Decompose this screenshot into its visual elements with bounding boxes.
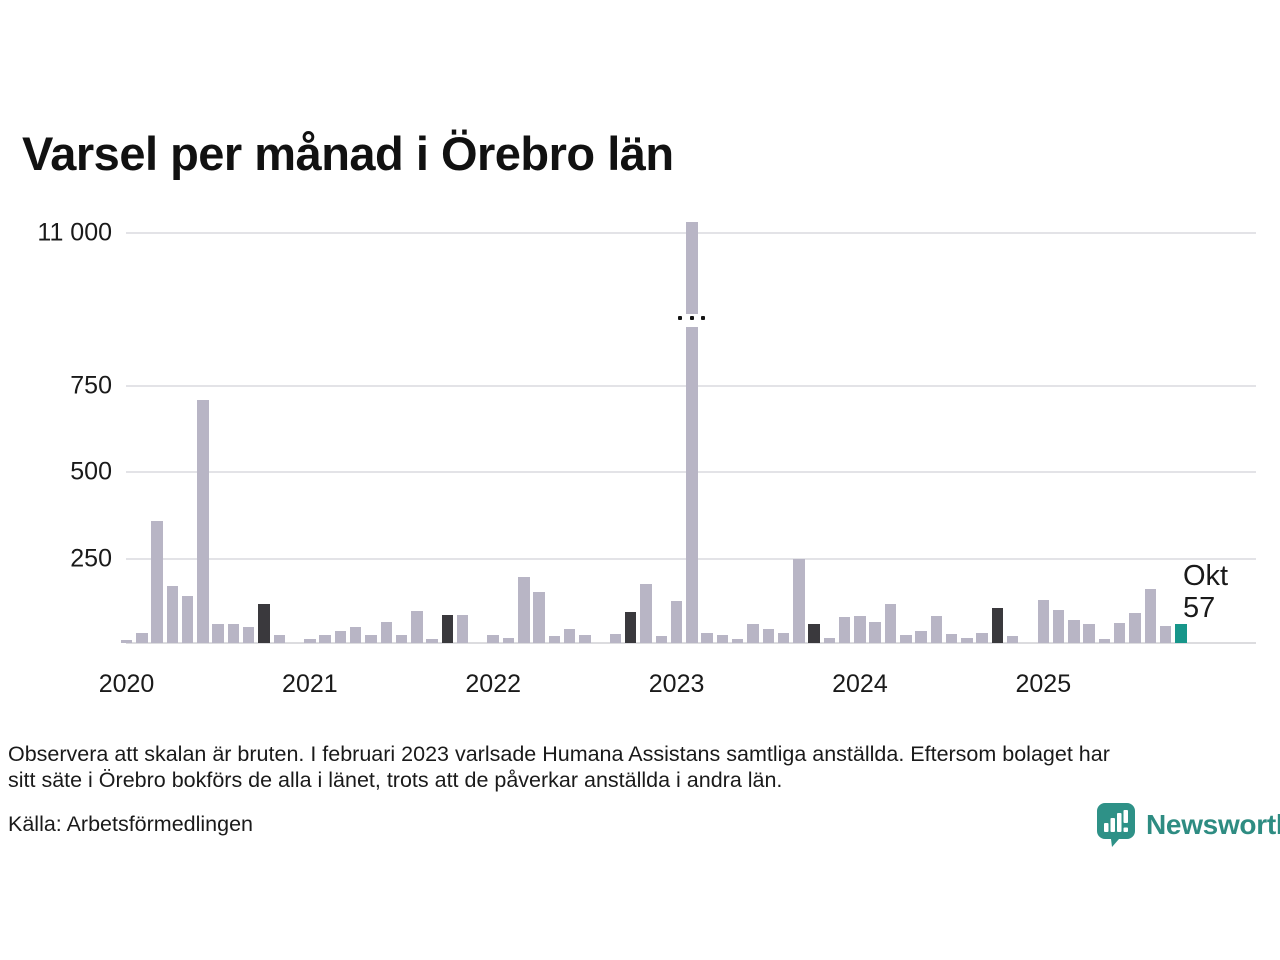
axis-break-dot (701, 315, 706, 320)
chart-title: Varsel per månad i Örebro län (22, 127, 674, 180)
x-axis-baseline (126, 642, 1256, 644)
current-month-annotation: Okt 57 (1183, 560, 1228, 624)
bar-2020-Aug (227, 624, 240, 643)
bar-2025-Maj (1098, 638, 1111, 643)
bar-2023-Aug (777, 632, 790, 643)
annotation-month-label: Okt (1183, 560, 1229, 592)
bar-2021-Feb (319, 634, 331, 643)
bar-2022-Jul (579, 634, 591, 643)
bar-2023-Mar (701, 632, 713, 643)
bar-2020-Nov (273, 634, 286, 643)
bar-2020-Jul (212, 624, 224, 643)
bar-2022-Nov (640, 583, 652, 643)
bar-2024-Sep (976, 632, 988, 643)
bar-2025-Mar (1068, 620, 1080, 643)
bar-2023-Feb-upper (686, 222, 698, 314)
bar-2024-Mar (884, 604, 897, 643)
y-tick-label: 11 000 (37, 218, 112, 247)
x-axis-year-label: 2024 (832, 670, 888, 698)
bar-2025-Aug (1144, 588, 1156, 643)
axis-break-dot (678, 315, 683, 320)
x-axis-year-label: 2021 (282, 670, 338, 698)
bar-2020-Apr (166, 585, 179, 643)
bar-2023-Okt (808, 623, 820, 643)
footnote: Observera att skalan är bruten. I februa… (8, 742, 1110, 793)
bar-2021-Jun (380, 622, 392, 643)
bar-2024-Apr (900, 634, 912, 643)
bar-2022-Mar (518, 577, 530, 643)
bar-2021-Aug (411, 610, 423, 643)
bar-2022-Jan (487, 634, 499, 643)
bar-2020-Maj (181, 595, 194, 643)
bar-2023-Nov (823, 637, 836, 643)
bar-2025-Jun (1113, 623, 1126, 643)
bar-2021-Jan (304, 638, 316, 643)
bar-2025-Sep (1159, 626, 1172, 643)
axis-break-dot (689, 315, 694, 320)
y-tick-label: 500 (70, 457, 112, 486)
bar-2022-Okt (624, 611, 637, 643)
bar-2025-Apr (1083, 624, 1095, 643)
x-axis-year-label: 2025 (1015, 670, 1072, 698)
bar-2024-Jul (945, 634, 958, 643)
bar-2020-Jun (197, 399, 209, 643)
bar-2024-Feb (869, 621, 881, 643)
bar-2021-Sep (426, 638, 438, 643)
x-axis-year-label: 2023 (648, 670, 705, 698)
bar-2025-Feb (1052, 610, 1065, 643)
bar-2021-Nov (456, 615, 469, 643)
bar-2020-Jan (120, 639, 133, 643)
bar-2020-Okt (258, 604, 270, 643)
bar-2024-Maj (915, 630, 927, 643)
bar-2020-Feb (136, 632, 148, 643)
bar-2022-Feb (502, 637, 515, 643)
x-axis-year-label: 2022 (465, 670, 522, 698)
bar-2023-Jan (670, 600, 683, 643)
footnote-line-2: sitt säte i Örebro bokförs de alla i län… (8, 767, 783, 792)
footnote-line-1: Observera att skalan är bruten. I februa… (8, 742, 1110, 766)
bar-2022-Dec (655, 635, 668, 643)
bar-2024-Aug (961, 637, 973, 643)
bar-2025-Jan (1037, 599, 1050, 643)
bar-2024-Jun (930, 615, 943, 643)
bar-2022-Jun (563, 628, 576, 643)
bar-2025-Jul (1129, 612, 1141, 643)
bar-2022-Maj (548, 636, 561, 643)
bar-2022-Apr (533, 592, 545, 643)
bar-2022-Sep (609, 634, 622, 643)
bar-2024-Okt (991, 608, 1004, 643)
bar-2023-Jun (747, 624, 759, 643)
bar-2024-Nov (1006, 635, 1019, 643)
bar-2025-Okt (1175, 623, 1187, 643)
newsworthy-logo-text: Newsworthy (1146, 809, 1280, 840)
bar-2023-Sep (793, 558, 805, 643)
bar-2023-Apr (716, 634, 729, 643)
y-tick-label: 750 (70, 371, 112, 399)
x-axis-year-label: 2020 (98, 670, 155, 698)
source-label: Källa: Arbetsförmedlingen (8, 812, 254, 836)
bar-2023-Jul (762, 629, 774, 643)
y-tick-label: 250 (70, 544, 112, 572)
newsworthy-logo-icon (1097, 803, 1135, 847)
bar-2021-Maj (365, 634, 377, 643)
bar-2020-Mar (151, 521, 163, 643)
annotation-value-label: 57 (1183, 592, 1216, 624)
bar-2021-Okt (441, 615, 454, 643)
bar-2020-Sep (242, 626, 255, 643)
bar-2023-Feb-lower (686, 326, 698, 643)
newsworthy-logo: Newsworthy (1096, 802, 1280, 848)
bar-2021-Apr (349, 626, 362, 643)
bar-2024-Jan (854, 615, 866, 643)
bar-2021-Jul (395, 634, 408, 643)
bar-2021-Mar (334, 631, 347, 643)
bar-2023-Maj (731, 639, 744, 643)
bar-2023-Dec (838, 616, 851, 643)
